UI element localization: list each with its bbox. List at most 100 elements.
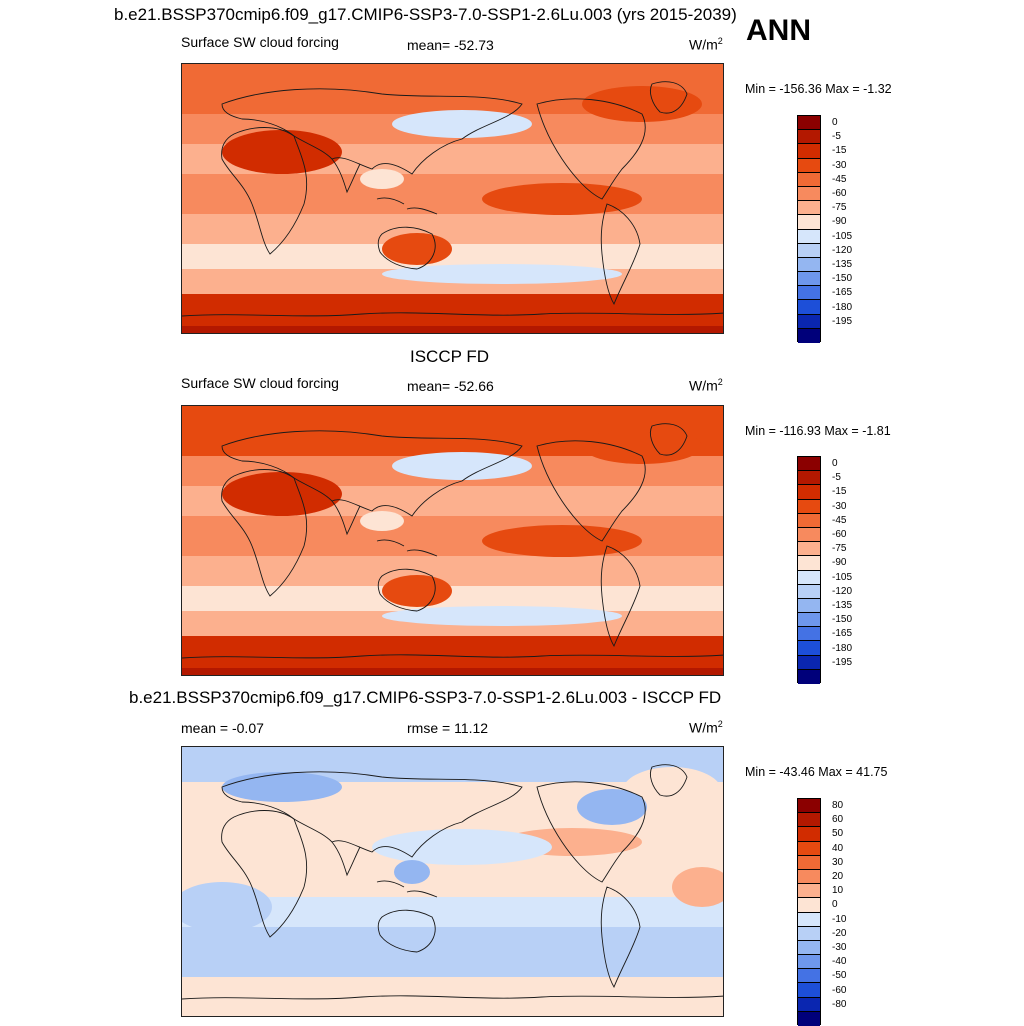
contour-band — [182, 326, 723, 333]
colorbar-swatch — [798, 186, 820, 202]
colorbar-tick-label: 50 — [832, 828, 844, 840]
colorbar-swatch — [798, 641, 820, 656]
panel-3-title: b.e21.BSSP370cmip6.f09_g17.CMIP6-SSP3-7.… — [129, 688, 722, 707]
colorbar-tick-label: -75 — [832, 543, 847, 555]
colorbar-swatch — [798, 527, 820, 543]
panel-1-colorbar — [797, 115, 821, 343]
panel-3-minmax: Min = -43.46 Max = 41.75 — [745, 765, 888, 779]
coastline-eurasia — [221, 771, 523, 858]
colorbar-swatch — [798, 116, 820, 131]
colorbar-swatch — [798, 272, 820, 287]
colorbar-swatch — [798, 229, 820, 244]
panel-1-mean-label: mean= -52.73 — [407, 37, 494, 53]
colorbar-tick-label: -150 — [832, 614, 853, 626]
coastline-south-america — [600, 203, 641, 306]
colorbar-tick-label: -135 — [832, 600, 853, 611]
panel-2-title: ISCCP FD — [410, 347, 490, 366]
colorbar-swatch — [798, 669, 820, 684]
panel-1-minmax: Min = -156.36 Max = -1.32 — [745, 82, 892, 96]
contour-region — [372, 829, 552, 865]
coastline-eurasia — [221, 88, 523, 175]
panel-2-colorbar — [797, 456, 821, 684]
colorbar-tick-label: -45 — [832, 514, 847, 526]
colorbar-swatch — [798, 499, 820, 514]
coastline-india — [331, 158, 361, 194]
colorbar-tick-label: -10 — [832, 913, 847, 925]
colorbar-swatch — [798, 912, 820, 927]
colorbar-swatch — [798, 172, 820, 187]
map-canvas — [182, 406, 723, 675]
panel-2-minmax: Min = -116.93 Max = -1.81 — [745, 424, 891, 438]
colorbar-tick-label: -180 — [832, 642, 853, 654]
colorbar-tick-label: -80 — [832, 998, 847, 1010]
colorbar-tick-label: -30 — [832, 159, 847, 171]
coastline-indonesia — [376, 197, 438, 215]
colorbar-swatch — [798, 898, 820, 913]
contour-band — [182, 174, 723, 214]
colorbar-swatch — [798, 257, 820, 273]
colorbar-swatch — [798, 513, 820, 528]
contour-region — [582, 86, 702, 122]
colorbar-swatch — [798, 813, 820, 828]
colorbar-swatch — [798, 627, 820, 642]
colorbar-swatch — [798, 827, 820, 842]
contour-region — [360, 169, 404, 189]
map-canvas — [182, 64, 723, 333]
colorbar-tick-label: 20 — [832, 871, 844, 882]
colorbar-swatch — [798, 328, 820, 343]
contour-band — [182, 516, 723, 556]
colorbar-swatch — [798, 286, 820, 301]
colorbar-tick-label: -120 — [832, 585, 853, 597]
panel-2-variable-label: Surface SW cloud forcing — [181, 375, 339, 391]
panel-2-mean-label: mean= -52.66 — [407, 378, 494, 394]
colorbar-swatch — [798, 841, 820, 856]
contour-region — [577, 789, 647, 825]
colorbar-swatch — [798, 215, 820, 230]
colorbar-tick-label: -45 — [832, 173, 847, 185]
panel-3-mean-label: mean = -0.07 — [181, 720, 264, 736]
contour-region — [222, 472, 342, 516]
colorbar-tick-label: 30 — [832, 856, 844, 868]
panel-2-map — [181, 405, 724, 676]
coastline-antarctica — [182, 312, 723, 317]
colorbar-swatch — [798, 855, 820, 870]
colorbar-tick-label: -180 — [832, 301, 853, 313]
colorbar-tick-label: -105 — [832, 230, 853, 242]
colorbar-swatch — [798, 1011, 820, 1026]
contour-region — [622, 767, 722, 817]
colorbar-tick-label: -60 — [832, 529, 847, 540]
colorbar-swatch — [798, 471, 820, 486]
colorbar-swatch — [798, 556, 820, 571]
contour-region — [392, 110, 532, 138]
panel-3-map — [181, 746, 724, 1017]
colorbar-tick-label: -5 — [832, 131, 841, 143]
coastline-greenland — [649, 423, 688, 456]
contour-region — [382, 575, 452, 607]
colorbar-tick-label: -195 — [832, 315, 853, 327]
panel-2-units: W/m2 — [689, 377, 723, 394]
colorbar-tick-label: -30 — [832, 942, 847, 953]
colorbar-swatch — [798, 243, 820, 258]
colorbar-tick-label: -90 — [832, 216, 847, 228]
contour-band — [182, 927, 723, 977]
contour-band — [182, 586, 723, 611]
contour-region — [360, 511, 404, 531]
contour-band — [182, 556, 723, 586]
coastline-antarctica — [182, 995, 723, 1000]
colorbar-tick-label: -15 — [832, 486, 847, 498]
colorbar-tick-label: -30 — [832, 500, 847, 512]
colorbar-tick-label: -120 — [832, 244, 853, 256]
colorbar-tick-label: 0 — [832, 899, 838, 911]
colorbar-tick-label: -60 — [832, 984, 847, 996]
coastline-india — [331, 841, 361, 877]
coastline-greenland — [649, 81, 688, 114]
colorbar-tick-label: 40 — [832, 842, 844, 854]
colorbar-swatch — [798, 130, 820, 145]
contour-band — [182, 244, 723, 269]
coastline-south-america — [600, 886, 641, 989]
coastline-india — [331, 500, 361, 536]
coastline-indonesia — [376, 539, 438, 557]
coastline-north-america — [536, 98, 646, 200]
coastline-antarctica — [182, 654, 723, 659]
colorbar-swatch — [798, 940, 820, 956]
